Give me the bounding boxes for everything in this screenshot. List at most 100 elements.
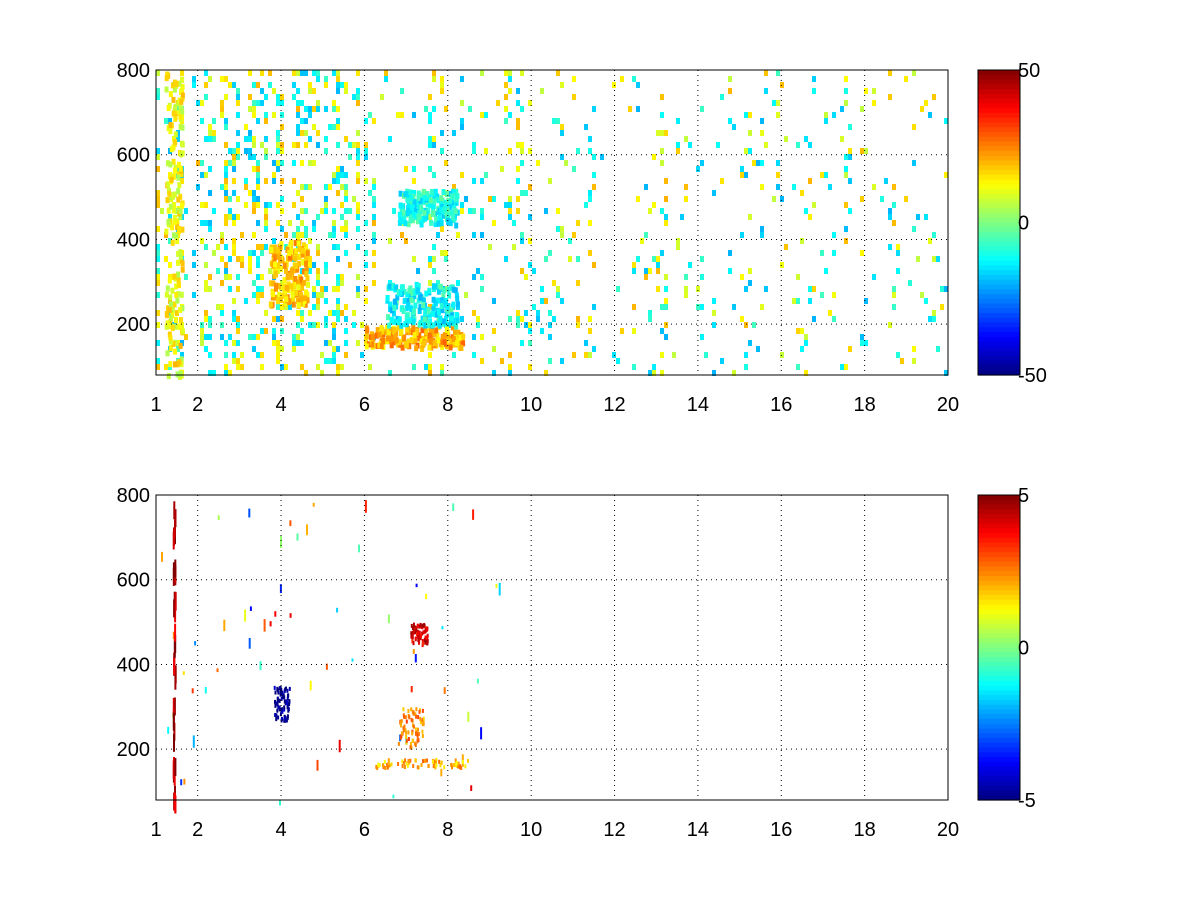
heatmap-cell	[808, 142, 812, 148]
heatmap-cell	[340, 280, 344, 286]
heatmap-cell	[228, 82, 232, 88]
colorbar-swatch	[978, 351, 1020, 357]
heatmap-cell	[440, 334, 445, 340]
heatmap-cell	[445, 304, 450, 310]
heatmap-cell	[664, 214, 668, 220]
heatmap-cell	[414, 345, 419, 352]
heatmap-cell	[300, 196, 304, 202]
heatmap-cell	[454, 188, 459, 195]
heatmap-cell	[399, 322, 404, 329]
heatmap-cell	[204, 346, 208, 352]
colorbar-swatch	[978, 222, 1020, 228]
heatmap-cell	[520, 316, 524, 322]
heatmap-cell	[264, 148, 268, 154]
heatmap-cell	[286, 281, 291, 288]
heatmap-cell	[748, 280, 752, 286]
heatmap-cell	[168, 118, 172, 124]
heatmap-cell	[516, 100, 520, 106]
heatmap-cell	[389, 342, 394, 349]
heatmap-cell	[204, 310, 208, 316]
heatmap-cell	[410, 686, 413, 693]
heatmap-cell	[576, 322, 580, 328]
heatmap-cell	[416, 203, 421, 210]
heatmap-cell	[528, 340, 532, 346]
heatmap-cell	[289, 239, 294, 246]
heatmap-cell	[548, 334, 552, 340]
heatmap-cell	[424, 758, 426, 763]
heatmap-cell	[520, 190, 524, 196]
heatmap-cell	[720, 178, 724, 184]
heatmap-cell	[236, 88, 240, 94]
heatmap-cell	[288, 272, 292, 279]
heatmap-cell	[282, 262, 287, 269]
heatmap-cell	[449, 315, 454, 322]
heatmap-cell	[480, 334, 484, 340]
heatmap-cell	[588, 328, 592, 334]
heatmap-cell	[422, 326, 427, 333]
heatmap-cell	[168, 122, 173, 129]
heatmap-cell	[844, 364, 848, 370]
heatmap-cell	[180, 260, 185, 267]
heatmap-cell	[764, 88, 768, 94]
heatmap-cell	[272, 160, 276, 166]
heatmap-cell	[240, 352, 244, 358]
heatmap-cell	[520, 106, 524, 112]
heatmap-cell	[524, 322, 528, 328]
heatmap-cell	[224, 184, 228, 190]
heatmap-cell	[401, 334, 406, 341]
heatmap-cell	[428, 136, 432, 142]
heatmap-cell	[732, 370, 736, 376]
heatmap-cell	[249, 606, 252, 611]
heatmap-cell	[444, 298, 448, 304]
heatmap-cell	[364, 500, 367, 513]
heatmap-cell	[740, 172, 744, 178]
x-tick-label: 2	[192, 394, 203, 416]
heatmap-cell	[176, 106, 180, 112]
heatmap-cell	[324, 82, 328, 88]
colorbar-swatch	[978, 666, 1020, 672]
heatmap-cell	[431, 310, 435, 317]
heatmap-cell	[244, 148, 248, 154]
heatmap-cell	[422, 641, 425, 646]
heatmap-cell	[442, 339, 447, 346]
heatmap-cell	[437, 322, 442, 329]
heatmap-cell	[166, 207, 171, 214]
heatmap-cell	[220, 238, 224, 244]
heatmap-cell	[176, 188, 181, 195]
heatmap-cell	[276, 304, 280, 310]
heatmap-cell	[328, 358, 332, 364]
colorbar-swatch	[978, 341, 1020, 348]
heatmap-cell	[426, 758, 428, 763]
heatmap-cell	[332, 70, 336, 76]
heatmap-cell	[440, 364, 444, 370]
heatmap-cell	[182, 671, 185, 675]
heatmap-cell	[224, 352, 228, 358]
heatmap-cell	[402, 728, 405, 733]
heatmap-cell	[387, 761, 390, 766]
heatmap-cell	[812, 76, 816, 82]
heatmap-cell	[172, 273, 177, 280]
heatmap-cell	[421, 623, 424, 628]
heatmap-cell	[421, 729, 424, 734]
heatmap-cell	[419, 192, 424, 199]
heatmap-cell	[780, 82, 784, 88]
heatmap-cell	[447, 292, 452, 299]
heatmap-cell	[300, 247, 305, 254]
heatmap-cell	[223, 619, 226, 632]
heatmap-cell	[178, 249, 183, 256]
heatmap-cell	[228, 286, 232, 292]
heatmap-cell	[472, 352, 476, 358]
heatmap-cell	[480, 727, 483, 740]
heatmap-cell	[208, 190, 212, 196]
heatmap-cell	[364, 343, 369, 350]
y-tick-label: 800	[117, 485, 150, 507]
heatmap-cell	[644, 268, 648, 274]
heatmap-cell	[427, 764, 430, 768]
heatmap-cell	[756, 160, 760, 166]
heatmap-cell	[270, 294, 275, 301]
heatmap-cell	[402, 288, 407, 295]
heatmap-cell	[356, 292, 360, 298]
heatmap-cell	[528, 148, 532, 154]
heatmap-cell	[804, 208, 808, 214]
heatmap-cell	[520, 148, 524, 154]
